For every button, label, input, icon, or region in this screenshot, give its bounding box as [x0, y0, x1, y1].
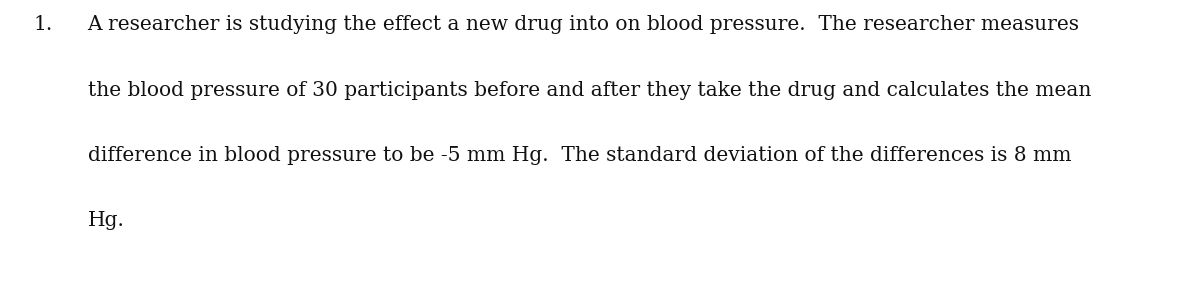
- Text: 1.: 1.: [34, 15, 53, 34]
- Text: A researcher is studying the effect a new drug into on blood pressure.  The rese: A researcher is studying the effect a ne…: [88, 15, 1080, 34]
- Text: Hg.: Hg.: [88, 211, 125, 230]
- Text: the blood pressure of 30 participants before and after they take the drug and ca: the blood pressure of 30 participants be…: [88, 81, 1091, 100]
- Text: difference in blood pressure to be -5 mm Hg.  The standard deviation of the diff: difference in blood pressure to be -5 mm…: [88, 146, 1072, 165]
